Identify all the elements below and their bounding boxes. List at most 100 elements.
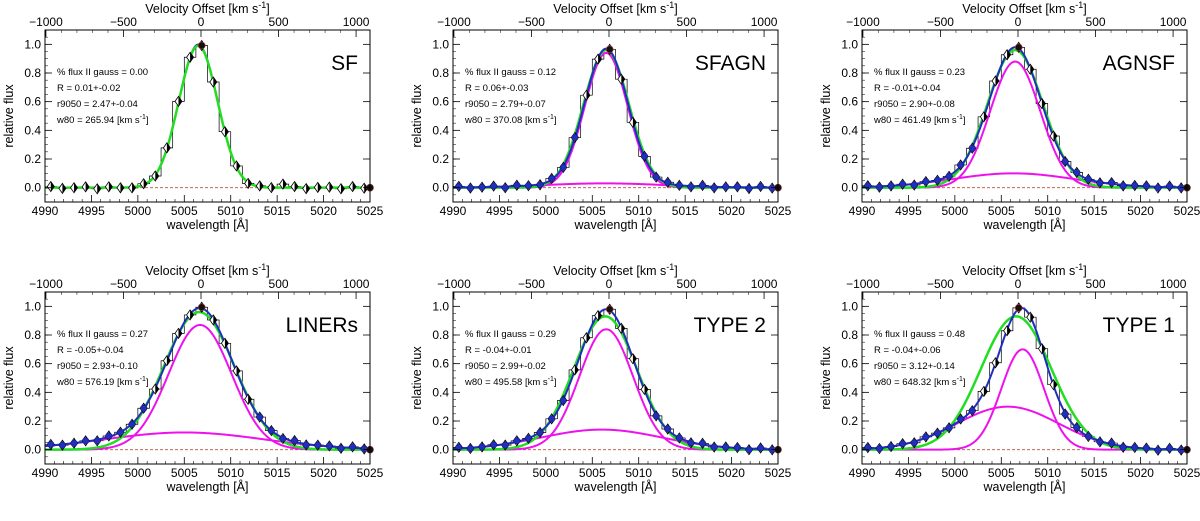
data-point [348,441,357,453]
data-point [547,413,556,425]
top-tick-label: −1000 [437,15,471,29]
panel-title: TYPE 1 [1103,314,1175,337]
data-point [220,126,229,138]
stats-line: % flux II gauss = 0.29 [465,329,556,340]
top-axis-label: Velocity Offset [km s-1] [145,262,270,278]
data-point [1049,378,1058,391]
x-tick-label: 4990 [849,466,876,480]
data-point [875,181,884,193]
data-point [863,441,872,454]
data-point [232,160,241,172]
y-tick-label: 1.0 [24,37,41,51]
data-point [547,172,556,185]
peak-marker [1014,43,1023,52]
data-point [1049,130,1058,142]
top-tick-label: −1000 [437,277,471,291]
x-tick-label: 5000 [533,466,560,480]
data-point [46,438,55,451]
x-tick-label: 4995 [78,204,105,218]
data-point [70,182,79,194]
data-point [956,413,965,425]
data-point [968,405,977,417]
data-point [640,150,649,163]
x-tick-label: 5010 [625,466,652,480]
data-point [875,442,884,455]
x-axis-label: wavelength [Å] [574,217,657,232]
x-tick-label: 5020 [310,204,337,218]
data-point [910,179,919,191]
data-point [267,181,276,194]
data-point [863,180,872,192]
x-tick-label: 4995 [486,466,513,480]
data-point [466,182,475,194]
data-point [698,179,707,192]
data-point [582,332,591,344]
x-tick-label: 4990 [849,204,876,218]
plot-area [862,41,1187,194]
y-axis-label: relative flux [819,346,833,410]
x-tick-label: 5000 [125,204,152,218]
y-tick-label: 0.4 [24,385,41,399]
top-axis-label: Velocity Offset [km s-1] [962,262,1087,278]
data-point [209,76,218,88]
data-point [186,309,195,321]
data-point [721,181,730,193]
data-point [70,437,79,449]
data-point [278,432,287,445]
y-tick-label: 0.4 [432,385,449,399]
y-tick-label: 0.8 [841,66,858,80]
data-point [174,327,183,340]
panel-title: SFAGN [695,52,766,75]
top-tick-label: 0 [606,277,613,291]
data-point [501,439,510,451]
top-tick-label: 500 [269,277,289,291]
x-tick-label: 5020 [1127,204,1154,218]
x-tick-label: 5010 [1034,466,1061,480]
x-tick-label: 5005 [988,466,1015,480]
top-tick-label: 0 [606,15,613,29]
peak-marker [1014,304,1023,312]
peak-marker [197,303,206,312]
data-point [698,437,707,450]
data-point [512,179,521,191]
stats-line: % flux II gauss = 0.12 [465,67,556,78]
data-point [325,181,334,193]
x-tick-label: 4995 [486,204,513,218]
x-tick-label: 4990 [440,466,467,480]
peak-marker [197,41,206,50]
y-tick-label: 0.4 [841,385,858,399]
x-tick-label: 5020 [1127,466,1154,480]
y-tick-label: 0.6 [841,95,858,109]
plot-area [862,302,1187,456]
top-tick-label: 1000 [1160,277,1187,291]
data-point [663,423,672,435]
top-axis-label: Velocity Offset [km s-1] [145,0,270,16]
data-point [81,435,90,447]
top-tick-label: −1000 [29,15,63,29]
top-tick-label: −500 [110,15,137,29]
y-tick-label: 0.8 [24,328,41,342]
data-point [1107,176,1116,189]
data-point [93,435,102,447]
single-gauss-fit [45,310,370,451]
data-point [151,383,160,395]
x-tick-label: 5005 [171,204,198,218]
x-axis-label: wavelength [Å] [983,479,1066,494]
y-tick-label: 0.4 [841,123,858,137]
data-point [968,142,977,154]
stats-line: w80 = 576.19 [km s-1] [56,376,149,388]
data-point [887,180,896,192]
y-tick-label: 0.4 [432,123,449,137]
y-tick-label: 0.2 [24,414,41,428]
data-point [710,441,719,453]
data-point [360,443,369,455]
data-point [686,181,695,193]
top-tick-label: −500 [110,277,137,291]
data-point [675,179,684,192]
data-point [898,178,907,190]
stats-line: r9050 = 2.93+-0.10 [57,361,138,372]
data-point [1153,444,1162,456]
data-point [244,177,253,190]
stats-line: R = -0.04+-0.06 [874,345,941,356]
